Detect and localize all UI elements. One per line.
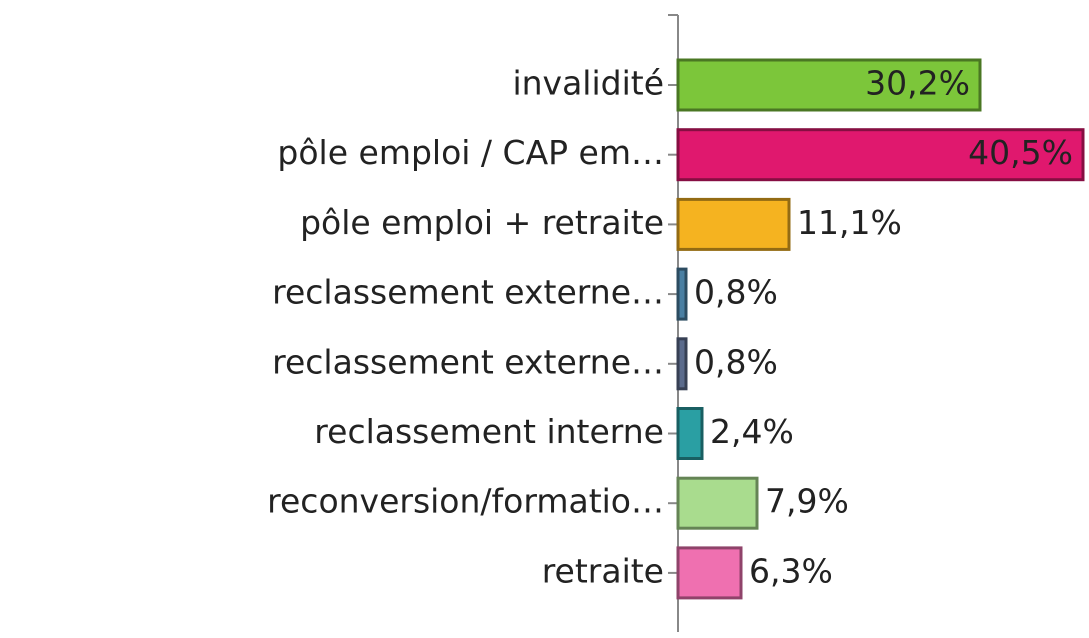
value-label: 0,8% bbox=[694, 273, 778, 312]
value-label: 6,3% bbox=[749, 551, 833, 590]
category-label: reclassement externe… bbox=[272, 342, 664, 381]
category-label: reclassement externe… bbox=[272, 273, 664, 312]
category-label: retraite bbox=[542, 551, 664, 590]
bar bbox=[676, 58, 982, 112]
bar bbox=[676, 337, 688, 391]
category-label: pôle emploi / CAP em… bbox=[277, 133, 664, 172]
category-label: reclassement interne bbox=[314, 412, 664, 451]
bar bbox=[676, 128, 1085, 182]
bar bbox=[676, 197, 791, 251]
value-label: 11,1% bbox=[797, 203, 902, 242]
category-label: pôle emploi + retraite bbox=[300, 203, 664, 242]
bar bbox=[676, 407, 704, 460]
value-label: 2,4% bbox=[710, 412, 794, 451]
value-label: 7,9% bbox=[765, 482, 849, 521]
bar bbox=[676, 476, 759, 530]
value-label: 0,8% bbox=[694, 342, 778, 381]
category-label: invalidité bbox=[512, 64, 664, 103]
value-label: 30,2% bbox=[865, 64, 970, 103]
category-label: reconversion/formatio… bbox=[267, 482, 664, 521]
value-label: 40,5% bbox=[968, 133, 1073, 172]
bar bbox=[676, 546, 743, 600]
bar bbox=[676, 267, 688, 321]
